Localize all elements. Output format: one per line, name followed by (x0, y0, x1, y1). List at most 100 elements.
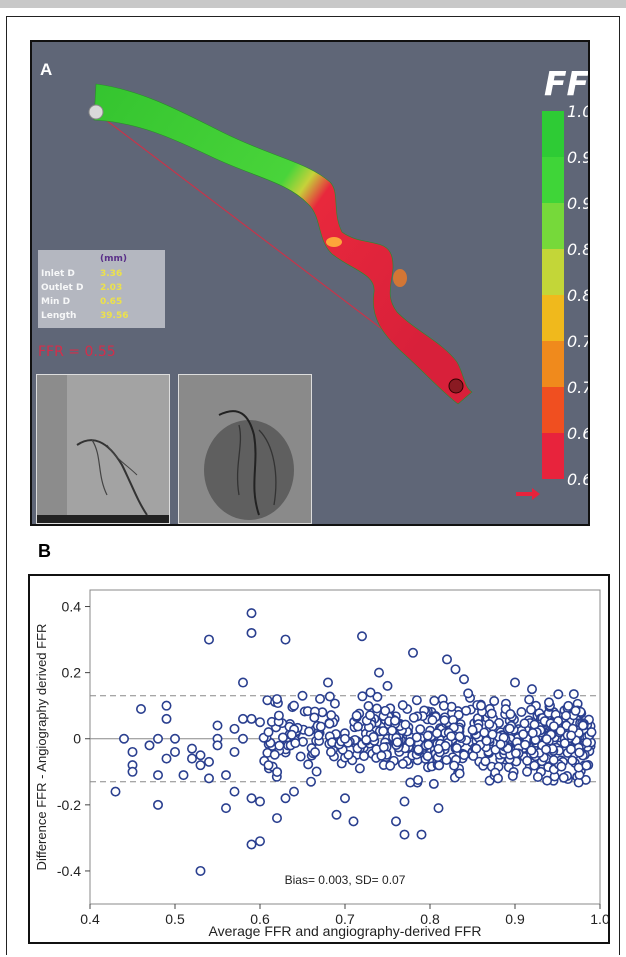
data-point (581, 737, 592, 748)
data-point (519, 718, 530, 729)
data-point (568, 689, 579, 700)
colorbar-tick: 1.00 (567, 102, 588, 121)
data-point (229, 746, 240, 757)
data-point (274, 740, 285, 751)
data-point (411, 695, 422, 706)
data-point (272, 694, 283, 705)
data-point (404, 736, 415, 747)
data-point (423, 739, 434, 750)
y-tick-label: -0.2 (57, 797, 81, 813)
transition-hotspot (326, 237, 342, 247)
data-point (313, 730, 324, 741)
angiogram-svg (179, 375, 311, 523)
data-point (229, 723, 240, 734)
data-point (255, 717, 266, 728)
x-tick-label: 1.0 (590, 911, 608, 927)
data-point (504, 723, 515, 734)
data-point (212, 740, 223, 751)
data-point (324, 718, 335, 729)
data-point (170, 746, 181, 757)
data-point (439, 715, 450, 726)
dimensions-table: (mm) Inlet D 3.36 Outlet D 2.03 Min D 0.… (38, 250, 165, 328)
data-point (195, 760, 206, 771)
data-point (553, 689, 564, 700)
data-point (413, 744, 424, 755)
x-tick-label: 0.9 (505, 911, 525, 927)
data-point (563, 700, 574, 711)
data-point (357, 691, 368, 702)
data-point (331, 809, 342, 820)
colorbar-segment (542, 157, 564, 203)
data-point (376, 750, 387, 761)
data-point (507, 771, 518, 782)
colorbar-tick: 0.70 (567, 378, 588, 397)
data-point (144, 740, 155, 751)
data-point (246, 627, 257, 638)
data-point (518, 729, 529, 740)
data-point (389, 715, 400, 726)
data-point (310, 747, 321, 758)
data-point (463, 688, 474, 699)
data-point (170, 733, 181, 744)
data-point (408, 712, 419, 723)
data-point (315, 721, 326, 732)
data-point (559, 738, 570, 749)
x-tick-label: 0.5 (165, 911, 185, 927)
angiogram-image-left (36, 374, 170, 524)
data-point (441, 755, 452, 766)
data-point (272, 766, 283, 777)
data-point (459, 750, 470, 761)
dim-value: 3.36 (100, 269, 123, 279)
data-point (532, 771, 543, 782)
vessel-segment (93, 83, 473, 405)
data-point (136, 703, 147, 714)
data-point (565, 744, 576, 755)
data-point (427, 715, 438, 726)
data-point (566, 730, 577, 741)
data-point (246, 713, 257, 724)
inlet-marker (88, 104, 104, 120)
data-point (365, 710, 376, 721)
data-point (433, 803, 444, 814)
data-point (458, 674, 469, 685)
data-point (390, 816, 401, 827)
data-point (520, 739, 531, 750)
data-point (119, 733, 130, 744)
data-point (195, 750, 206, 761)
data-point (288, 700, 299, 711)
dim-label: Length (41, 311, 77, 321)
colorbar-tick: 0.80 (567, 286, 588, 305)
dim-label: Min D (41, 297, 71, 307)
x-tick-label: 0.8 (420, 911, 440, 927)
stenosis-hotspot (393, 269, 407, 287)
data-point (286, 729, 297, 740)
data-point (356, 631, 367, 642)
data-point (505, 709, 516, 720)
colorbar-tick: 0.95 (567, 148, 588, 167)
data-point (399, 796, 410, 807)
colorbar-tick: 0.85 (567, 240, 588, 259)
data-point (204, 773, 215, 784)
data-point (363, 700, 374, 711)
data-point (489, 695, 500, 706)
data-point (556, 761, 567, 772)
y-tick-label: 0.2 (62, 665, 82, 681)
colorbar-tick: 0.90 (567, 194, 588, 213)
data-point (555, 725, 566, 736)
dim-value: 0.65 (100, 297, 123, 307)
data-point (339, 733, 350, 744)
y-axis-label: Difference FFR - Angiography derived FFR (34, 624, 49, 871)
data-point (263, 727, 274, 738)
data-point (526, 745, 537, 756)
data-point (397, 758, 408, 769)
data-point (238, 713, 249, 724)
data-point (269, 749, 280, 760)
data-point (255, 796, 266, 807)
data-point (351, 710, 362, 721)
y-tick-label: 0 (73, 731, 81, 747)
data-point (454, 731, 465, 742)
data-point (187, 753, 198, 764)
data-point (411, 732, 422, 743)
x-tick-label: 0.4 (80, 911, 100, 927)
data-point (422, 751, 433, 762)
